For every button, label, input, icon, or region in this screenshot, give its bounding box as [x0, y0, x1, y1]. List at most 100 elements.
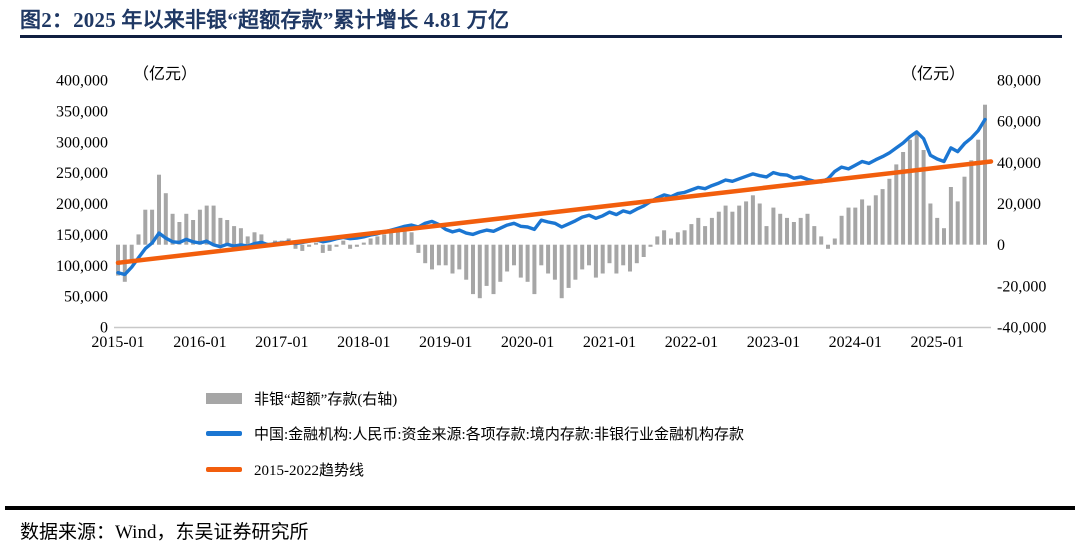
excess-deposit-bar [491, 244, 496, 295]
excess-deposit-bar [907, 139, 912, 245]
excess-deposit-bar [334, 244, 339, 247]
excess-deposit-bar [341, 240, 346, 245]
excess-deposit-bar [614, 244, 619, 274]
legend-swatch-bar [206, 393, 242, 404]
x-axis-tick: 2022-01 [665, 334, 718, 351]
excess-deposit-bar [136, 234, 141, 245]
x-axis-tick: 2015-01 [91, 334, 144, 351]
title-divider [20, 35, 1062, 38]
legend-label-excess-deposits: 非银“超额”存款(右轴) [254, 392, 398, 408]
excess-deposit-bar [354, 244, 359, 247]
excess-deposit-bar [539, 244, 544, 266]
excess-deposit-bar [157, 174, 161, 245]
right-axis-labels: -40,000 -20,000 0 20,000 40,000 60,000 80,000 [997, 73, 1046, 337]
excess-deposit-bar [764, 226, 769, 245]
excess-deposit-bar [662, 230, 667, 245]
legend-item-excess-deposits: 非银“超额”存款(右轴) [206, 388, 397, 409]
excess-deposit-bar [170, 213, 175, 245]
excess-deposit-bar [737, 205, 742, 245]
excess-deposit-bar [648, 244, 653, 247]
excess-deposit-bar [423, 244, 428, 264]
x-axis-tick: 2024-01 [829, 334, 882, 351]
left-axis-tick: 400,000 [56, 73, 108, 90]
excess-deposit-bar [546, 244, 551, 274]
left-axis-unit: （亿元） [133, 65, 197, 83]
excess-deposit-bars [116, 104, 987, 299]
excess-deposit-bar [860, 199, 865, 245]
excess-deposit-bar [880, 189, 885, 245]
left-axis-tick: 50,000 [64, 289, 108, 306]
excess-deposit-bar [839, 215, 844, 245]
excess-deposit-bar [559, 244, 564, 299]
x-axis-labels: 2015-01 2016-01 2017-01 2018-01 2019-01 2020-… [91, 334, 964, 351]
excess-deposit-bar [457, 244, 462, 270]
x-axis-tick: 2017-01 [255, 334, 308, 351]
excess-deposit-bar [709, 217, 714, 245]
excess-deposit-bar [389, 230, 394, 245]
legend-label-deposit-line: 中国:金融机构:人民币:资金来源:各项存款:境内存款:非银行业金融机构存款 [254, 427, 745, 443]
excess-deposit-bar [512, 244, 516, 266]
right-axis-tick: 40,000 [997, 155, 1041, 172]
left-axis-tick: 250,000 [56, 165, 108, 182]
excess-deposit-bar [382, 234, 387, 245]
deposit-line [116, 117, 987, 277]
excess-deposit-bar [498, 244, 503, 282]
left-axis-tick: 300,000 [56, 134, 108, 151]
legend-swatch-deposit-line [206, 431, 242, 436]
excess-deposit-bar [293, 244, 298, 249]
left-axis-tick: 200,000 [56, 196, 108, 213]
excess-deposit-bar [430, 244, 434, 270]
legend-label-trend-line: 2015-2022趋势线 [254, 463, 364, 479]
x-axis-tick: 2018-01 [337, 334, 390, 351]
excess-deposit-bar [696, 217, 701, 245]
excess-deposit-bar [682, 230, 687, 245]
right-axis-tick: -20,000 [997, 278, 1046, 295]
excess-deposit-bar [600, 244, 605, 274]
excess-deposit-bar [191, 220, 196, 245]
excess-deposit-bar [778, 213, 783, 245]
excess-deposit-bar [785, 217, 789, 245]
excess-deposit-bar [348, 244, 353, 249]
excess-deposit-bar [846, 207, 851, 245]
trend-line [115, 159, 994, 266]
figure-title: 图2：2025 年以来非银“超额存款”累计增长 4.81 万亿 [20, 8, 510, 32]
left-axis-tick: 150,000 [56, 227, 108, 244]
left-axis-tick: 100,000 [56, 258, 108, 275]
excess-deposit-bar [238, 228, 243, 245]
x-axis-tick: 2025-01 [911, 334, 964, 351]
excess-deposit-bar [211, 205, 216, 245]
excess-deposit-bar [477, 244, 482, 299]
excess-deposit-bar [150, 209, 155, 245]
excess-deposit-bar [873, 195, 878, 245]
excess-deposit-bar [484, 244, 489, 286]
excess-deposit-bar [771, 207, 776, 245]
legend-swatch-trend-line [206, 467, 242, 472]
excess-deposit-bar [641, 244, 646, 257]
excess-deposit-bar [532, 244, 537, 295]
right-axis-tick: 0 [997, 237, 1005, 254]
excess-deposit-bar [259, 234, 264, 245]
excess-deposit-bar [914, 131, 919, 245]
excess-deposit-bar [703, 226, 708, 245]
excess-deposit-bar [197, 209, 202, 245]
excess-deposit-bar [232, 226, 237, 245]
excess-deposit-bar [464, 244, 469, 280]
excess-deposit-bar [901, 152, 906, 245]
data-source: 数据来源：Wind，东吴证券研究所 [20, 522, 309, 543]
right-axis-tick: 80,000 [997, 73, 1041, 90]
excess-deposit-bar [143, 209, 148, 245]
excess-deposit-bar [791, 222, 796, 245]
excess-deposit-bar [129, 244, 134, 262]
excess-deposit-bar [525, 244, 530, 282]
excess-deposit-bar [819, 236, 824, 245]
excess-deposit-bar [928, 203, 933, 245]
excess-deposit-bar [894, 164, 899, 245]
excess-deposit-bar [887, 178, 892, 245]
excess-deposit-bar [621, 244, 626, 266]
excess-deposit-bar [587, 244, 591, 266]
excess-deposit-bar [942, 228, 946, 245]
excess-deposit-bar [723, 205, 728, 245]
x-axis-tick: 2020-01 [501, 334, 554, 351]
excess-deposit-bar [402, 230, 407, 245]
